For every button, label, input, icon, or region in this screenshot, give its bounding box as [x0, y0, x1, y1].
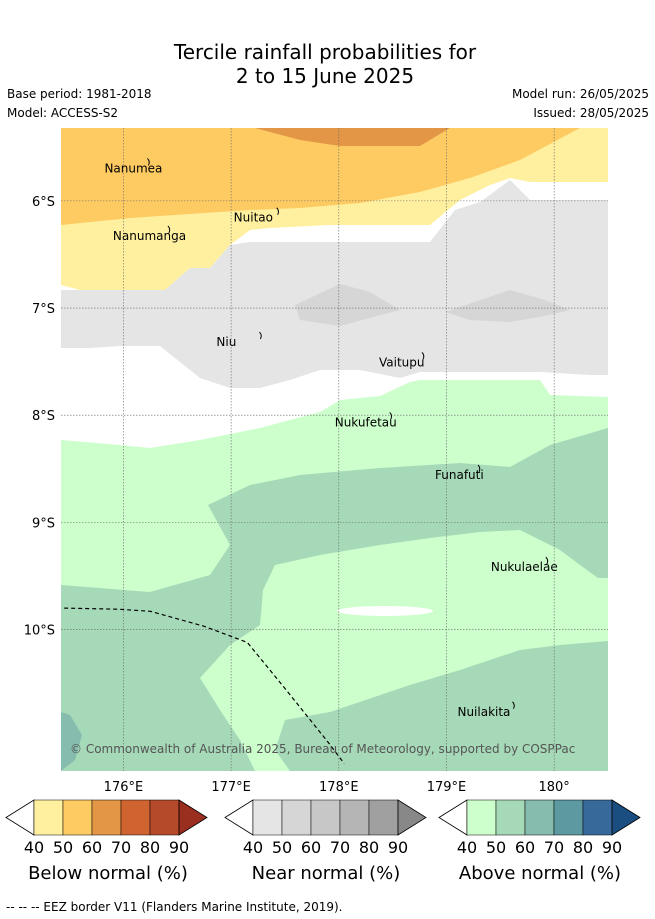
eez-footnote: -- -- -- EEZ border V11 (Flanders Marine… [6, 900, 343, 914]
region-neutral-patch [337, 606, 433, 616]
lat-tick-label: 10°S [24, 624, 55, 639]
model-text: Model: ACCESS-S2 [7, 106, 119, 120]
colorbar-tick-label: 40 [243, 838, 263, 857]
colorbar-tick-label: 90 [169, 838, 189, 857]
lat-tick-label: 9°S [32, 516, 55, 531]
place-label: Nukufetau [335, 415, 397, 429]
colorbar-tick-label: 80 [359, 838, 379, 857]
colorbar-segment [310, 799, 341, 836]
region-near-50-a [295, 284, 400, 326]
colorbar-tick-label: 90 [602, 838, 622, 857]
island-mark [147, 158, 150, 166]
colorbar-max-extend [397, 799, 427, 836]
colorbar-tick-label: 40 [457, 838, 477, 857]
place-labels: Nanumea Nanumanga Nuitao Niu Vaitupu Nukufeta… [104, 158, 558, 719]
colorbar-segment [149, 799, 180, 836]
colorbar-max-extend [611, 799, 641, 836]
region-below-50 [61, 128, 608, 228]
latitude-axis: 6°S 7°S 8°S 9°S 10°S [24, 195, 55, 639]
colorbar-min-extend [438, 799, 468, 836]
colorbar-segment [495, 799, 526, 836]
region-near-50-b [445, 290, 570, 322]
colorbar-segment [368, 799, 399, 836]
lon-tick-label: 179°E [427, 780, 467, 795]
lon-tick-label: 180° [538, 780, 569, 795]
island-mark [545, 556, 549, 565]
region-near-40 [61, 180, 608, 388]
colorbar-segment [120, 799, 151, 836]
chart-title: Tercile rainfall probabilities for 2 to … [0, 40, 620, 88]
colorbar-segment [553, 799, 584, 836]
colorbar-segment [582, 799, 613, 836]
colorbar-above-label: Above normal (%) [458, 863, 622, 884]
colorbar-tick-label: 80 [140, 838, 160, 857]
colorbar-segment [281, 799, 312, 836]
base-period-text: Base period: 1981-2018 [7, 87, 152, 101]
colorbar-segment [252, 799, 283, 836]
lat-tick-label: 8°S [32, 409, 55, 424]
probability-regions: Nanumea Nanumanga Nuitao Niu Vaitupu Nukufeta… [61, 128, 608, 771]
place-label: Nanumanga [113, 229, 186, 243]
island-mark [259, 331, 262, 340]
title-line-2: 2 to 15 June 2025 [235, 64, 415, 88]
colorbar-tick-label: 50 [486, 838, 506, 857]
colorbar-segment [524, 799, 555, 836]
place-label: Nanumea [104, 161, 162, 175]
colorbar-segment [62, 799, 93, 836]
colorbar-tick-label: 60 [82, 838, 102, 857]
region-below-40 [61, 128, 608, 290]
colorbar-tick-label: 40 [24, 838, 44, 857]
place-label: Funafuti [435, 468, 484, 482]
colorbar-tick-label: 80 [573, 838, 593, 857]
map-credit: © Commonwealth of Australia 2025, Bureau… [70, 742, 575, 756]
title-line-1: Tercile rainfall probabilities for [173, 40, 477, 64]
model-run-text: Model run: 26/05/2025 [511, 87, 649, 101]
colorbar-near: 40 50 60 70 80 90 [224, 799, 427, 857]
place-label: Niu [216, 335, 236, 349]
island-mark [421, 352, 425, 360]
lat-tick-label: 7°S [32, 302, 55, 317]
colorbar-above: 40 50 60 70 80 90 [438, 799, 641, 857]
place-label: Nuitao [234, 211, 273, 225]
place-label: Vaitupu [379, 355, 425, 369]
colorbar-tick-label: 90 [388, 838, 408, 857]
colorbar-tick-label: 60 [515, 838, 535, 857]
place-label: Nukulaelae [491, 560, 558, 574]
island-mark [276, 207, 279, 215]
island-mark [167, 225, 171, 234]
colorbar-tick-label: 50 [272, 838, 292, 857]
colorbar-segment [466, 799, 497, 836]
lon-tick-label: 178°E [319, 780, 359, 795]
place-label: Nuilakita [457, 705, 510, 719]
colorbar-segment [91, 799, 122, 836]
lat-tick-label: 6°S [32, 195, 55, 210]
region-above-50-a [61, 428, 608, 771]
lon-tick-label: 176°E [104, 780, 144, 795]
region-above-60 [61, 712, 82, 771]
longitude-axis: 176°E 177°E 178°E 179°E 180° [104, 780, 570, 795]
island-mark [389, 412, 393, 420]
colorbar-segment [33, 799, 64, 836]
island-mark [477, 464, 481, 473]
colorbar-min-extend [224, 799, 254, 836]
colorbar-tick-label: 50 [53, 838, 73, 857]
colorbar-min-extend [5, 799, 35, 836]
colorbar-tick-label: 60 [301, 838, 321, 857]
eez-border-line [64, 607, 345, 764]
graticule [61, 128, 608, 771]
colorbar-segment [339, 799, 370, 836]
colorbar-near-label: Near normal (%) [251, 863, 401, 884]
colorbar-tick-label: 70 [330, 838, 350, 857]
island-mark [512, 701, 515, 709]
lon-tick-label: 177°E [211, 780, 251, 795]
colorbar-tick-label: 70 [544, 838, 564, 857]
colorbar-below: 40 50 60 70 80 90 [5, 799, 208, 857]
issued-text: Issued: 28/05/2025 [533, 106, 649, 120]
colorbars: 40 50 60 70 80 90 40 50 60 70 80 90 40 50 60 70 80 90 [5, 799, 641, 857]
colorbar-tick-label: 70 [111, 838, 131, 857]
colorbar-max-extend [178, 799, 208, 836]
colorbar-below-label: Below normal (%) [28, 863, 188, 884]
region-above-50-b [275, 641, 608, 771]
